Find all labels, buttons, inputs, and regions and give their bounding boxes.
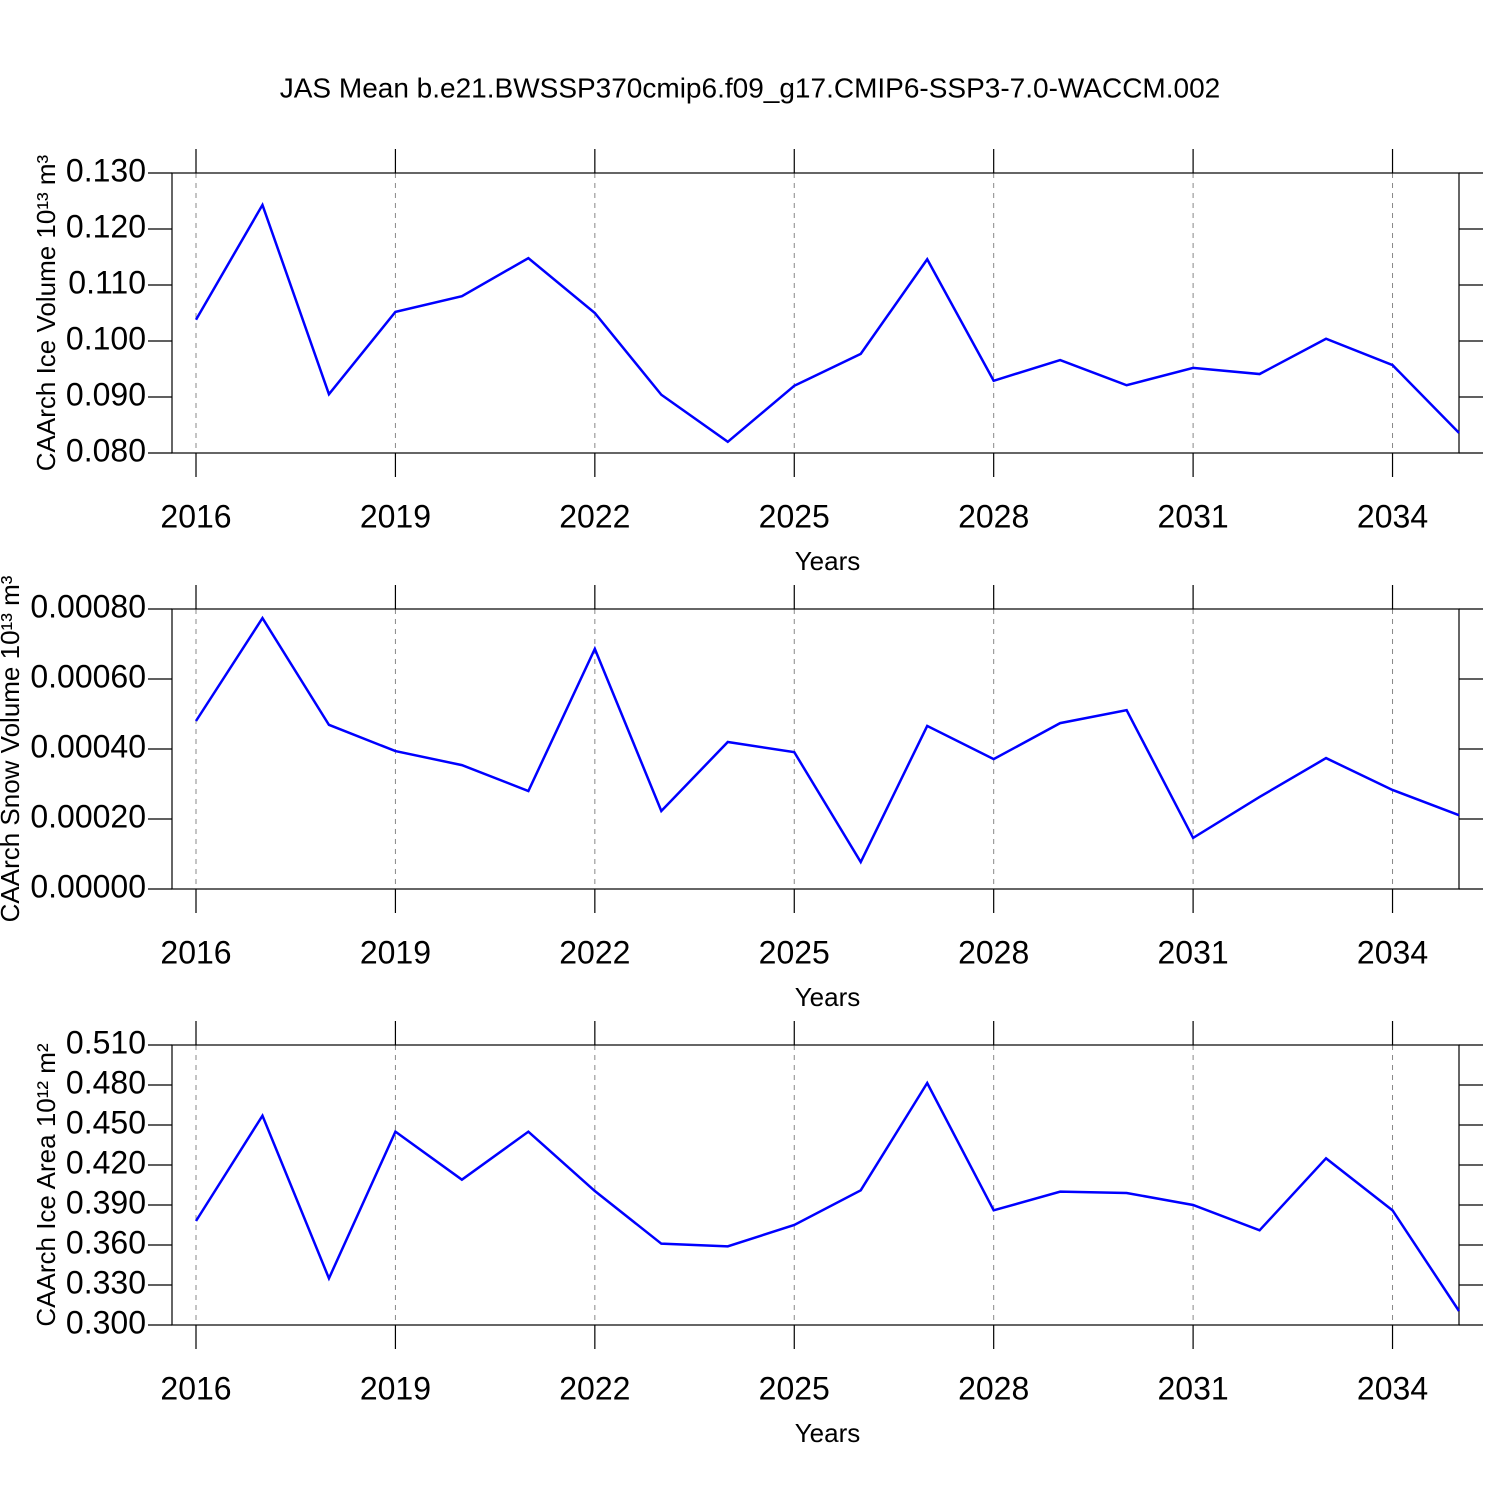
plot-frame: [171, 172, 1460, 454]
x-tick-label: 2034: [1357, 498, 1428, 534]
x-tick-label: 2019: [360, 498, 431, 534]
x-tick-label: 2028: [958, 1370, 1029, 1406]
y-tick-label: 0.330: [66, 1264, 146, 1300]
x-tick-label: 2034: [1357, 1370, 1428, 1406]
plot-frame: [171, 1044, 1460, 1326]
x-tick-label: 2031: [1158, 1370, 1229, 1406]
y-axis-label: CAArch Ice Area 10¹² m²: [31, 1043, 61, 1327]
x-tick-label: 2034: [1357, 934, 1428, 970]
data-line: [194, 201, 1460, 444]
y-tick-label: 0.110: [68, 264, 146, 300]
y-tick-label: 0.390: [66, 1184, 146, 1220]
x-tick-label: 2031: [1158, 934, 1229, 970]
y-tick-label: 0.090: [66, 376, 146, 412]
x-tick-label: 2025: [759, 498, 830, 534]
x-tick-label: 2025: [759, 934, 830, 970]
x-tick-label: 2019: [360, 1370, 431, 1406]
y-tick-label: 0.420: [66, 1144, 146, 1180]
x-tick-label: 2016: [160, 934, 231, 970]
x-tick-label: 2022: [559, 1370, 630, 1406]
x-tick-label: 2031: [1158, 498, 1229, 534]
x-tick-label: 2028: [958, 498, 1029, 534]
y-axis-label: CAArch Ice Volume 10¹³ m³: [31, 154, 61, 471]
y-tick-label: 0.00080: [30, 588, 146, 624]
y-tick-label: 0.100: [66, 320, 146, 356]
y-tick-label: 0.00060: [30, 658, 146, 694]
y-tick-label: 0.360: [66, 1224, 146, 1260]
x-axis-label: Years: [795, 982, 861, 1012]
data-line: [194, 1080, 1461, 1312]
x-tick-label: 2016: [160, 1370, 231, 1406]
y-axis-label: CAArch Snow Volume 10¹³ m³: [0, 575, 25, 922]
y-tick-label: 0.300: [66, 1304, 146, 1340]
y-tick-label: 0.480: [66, 1064, 146, 1100]
y-tick-label: 0.130: [66, 152, 146, 188]
plot-frame: [171, 608, 1460, 890]
x-tick-label: 2022: [559, 498, 630, 534]
x-tick-label: 2028: [958, 934, 1029, 970]
data-line: [194, 615, 1460, 865]
y-tick-label: 0.450: [66, 1104, 146, 1140]
x-tick-label: 2022: [559, 934, 630, 970]
x-tick-label: 2019: [360, 934, 431, 970]
x-axis-label: Years: [795, 1418, 861, 1448]
y-tick-label: 0.00020: [30, 798, 146, 834]
figure-title: JAS Mean b.e21.BWSSP370cmip6.f09_g17.CMI…: [280, 72, 1221, 103]
y-tick-label: 0.00000: [30, 868, 146, 904]
y-tick-label: 0.510: [66, 1024, 146, 1060]
x-tick-label: 2025: [759, 1370, 830, 1406]
y-tick-label: 0.080: [66, 432, 146, 468]
y-tick-label: 0.120: [66, 208, 146, 244]
x-tick-label: 2016: [160, 498, 231, 534]
x-axis-label: Years: [795, 546, 861, 576]
y-tick-label: 0.00040: [30, 728, 146, 764]
